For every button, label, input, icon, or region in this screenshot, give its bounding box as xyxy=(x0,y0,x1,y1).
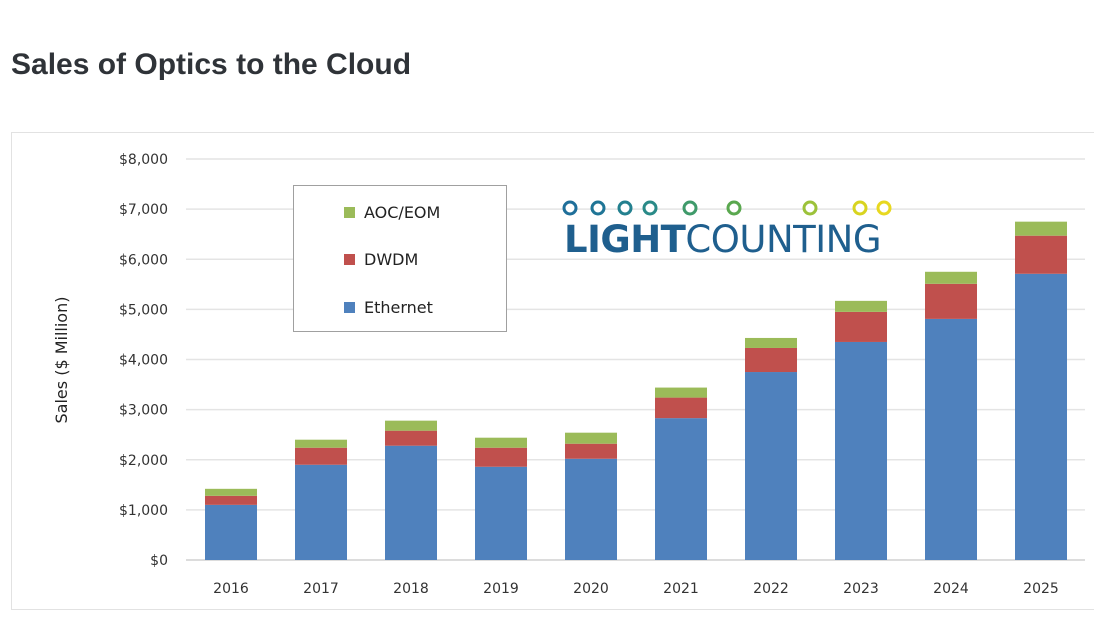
x-tick-label: 2016 xyxy=(213,581,249,597)
bar-ethernet-2017 xyxy=(295,464,347,560)
bar-ethernet-2025 xyxy=(1015,273,1067,560)
bar-dwdm-2019 xyxy=(475,447,527,467)
bar-dwdm-2024 xyxy=(925,283,977,319)
legend-item-ethernet: Ethernet xyxy=(344,298,433,317)
x-tick-label: 2018 xyxy=(393,581,429,597)
bar-dwdm-2020 xyxy=(565,443,617,459)
bar-dwdm-2021 xyxy=(655,397,707,419)
bar-ethernet-2019 xyxy=(475,466,527,560)
chart-legend: AOC/EOM DWDM Ethernet xyxy=(293,185,507,332)
bar-dwdm-2016 xyxy=(205,495,257,505)
x-tick-label: 2024 xyxy=(933,581,969,597)
bar-dwdm-2017 xyxy=(295,447,347,465)
logo-dots-line xyxy=(550,200,904,216)
bar-aoc-eom-2019 xyxy=(475,437,527,448)
bar-aoc-eom-2021 xyxy=(655,387,707,398)
page-title: Sales of Optics to the Cloud xyxy=(11,48,412,81)
x-tick-label: 2019 xyxy=(483,581,519,597)
bar-ethernet-2024 xyxy=(925,318,977,560)
bar-aoc-eom-2020 xyxy=(565,432,617,444)
y-tick-label: $7,000 xyxy=(119,202,168,218)
bar-aoc-eom-2025 xyxy=(1015,221,1067,236)
bar-aoc-eom-2018 xyxy=(385,420,437,431)
bar-dwdm-2018 xyxy=(385,430,437,446)
y-tick-label: $6,000 xyxy=(119,252,168,268)
legend-label: Ethernet xyxy=(364,298,433,317)
y-tick-label: $2,000 xyxy=(119,453,168,469)
y-tick-label: $5,000 xyxy=(119,302,168,318)
legend-swatch-dwdm xyxy=(344,254,355,265)
bar-ethernet-2023 xyxy=(835,341,887,560)
y-tick-label: $3,000 xyxy=(119,403,168,419)
bar-ethernet-2016 xyxy=(205,504,257,560)
legend-swatch-aoc-eom xyxy=(344,207,355,218)
x-tick-label: 2017 xyxy=(303,581,339,597)
bar-aoc-eom-2023 xyxy=(835,300,887,312)
legend-swatch-ethernet xyxy=(344,302,355,313)
x-tick-label: 2022 xyxy=(753,581,789,597)
x-tick-label: 2020 xyxy=(573,581,609,597)
bar-ethernet-2022 xyxy=(745,372,797,560)
logo-text-regular: COUNTING xyxy=(685,218,882,261)
logo-wordmark: LIGHTCOUNTING xyxy=(564,218,882,261)
legend-item-dwdm: DWDM xyxy=(344,250,418,269)
x-tick-label: 2025 xyxy=(1023,581,1059,597)
chart-frame xyxy=(11,132,1094,610)
logo-text-bold: LIGHT xyxy=(564,218,686,261)
y-tick-label: $1,000 xyxy=(119,503,168,519)
bar-aoc-eom-2017 xyxy=(295,439,347,448)
bar-dwdm-2022 xyxy=(745,347,797,373)
bar-aoc-eom-2024 xyxy=(925,271,977,284)
bar-ethernet-2021 xyxy=(655,418,707,560)
y-tick-label: $8,000 xyxy=(119,152,168,168)
y-axis-label: Sales ($ Million) xyxy=(52,297,71,424)
bar-dwdm-2023 xyxy=(835,311,887,342)
y-tick-label: $4,000 xyxy=(119,353,168,369)
lightcounting-logo: LIGHTCOUNTING xyxy=(548,196,908,261)
bar-dwdm-2025 xyxy=(1015,235,1067,274)
x-tick-label: 2023 xyxy=(843,581,879,597)
bar-ethernet-2020 xyxy=(565,458,617,560)
y-tick-label: $0 xyxy=(150,553,168,569)
bar-aoc-eom-2022 xyxy=(745,337,797,348)
legend-item-aoc-eom: AOC/EOM xyxy=(344,203,440,222)
legend-label: DWDM xyxy=(364,250,419,269)
legend-label: AOC/EOM xyxy=(364,203,441,222)
bar-ethernet-2018 xyxy=(385,445,437,560)
x-tick-label: 2021 xyxy=(663,581,699,597)
bar-aoc-eom-2016 xyxy=(205,488,257,496)
